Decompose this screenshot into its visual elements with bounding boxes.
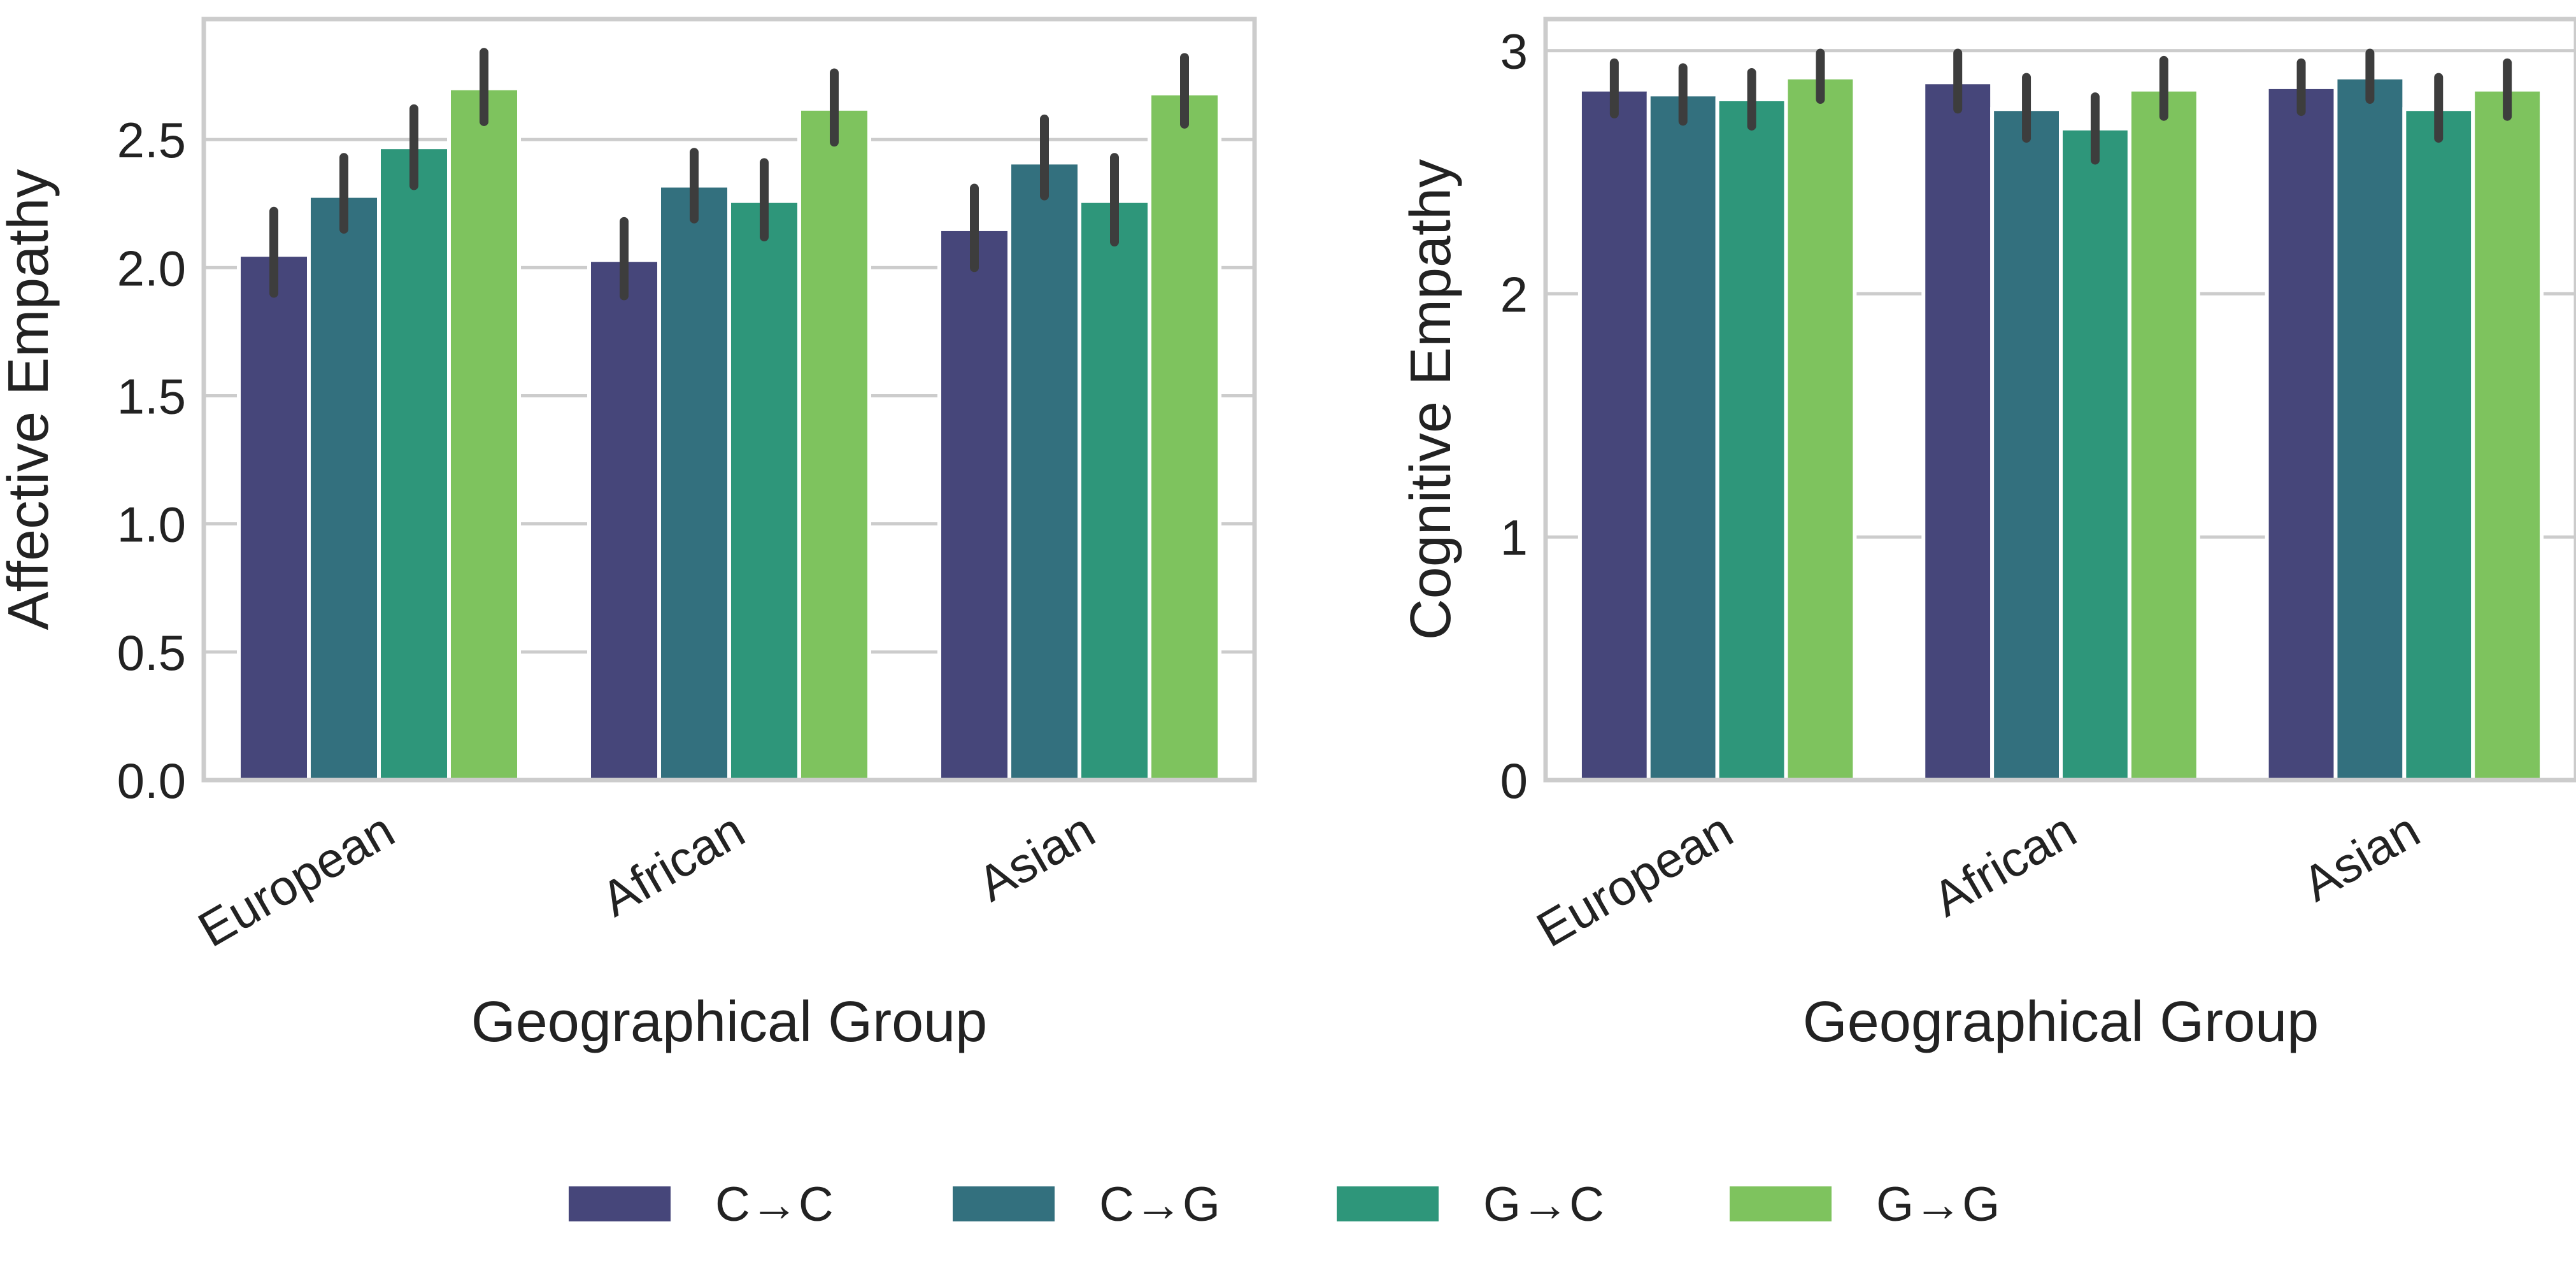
x-tick-label: Asian (969, 802, 1104, 913)
x-tick-label: African (1923, 802, 2085, 928)
bar-affective-asian-2 (1078, 199, 1151, 782)
legend-item: C→G (953, 1177, 1220, 1232)
legend-item: G→C (1337, 1177, 1604, 1232)
legend: C→C C→G G→C G→G (569, 1177, 2000, 1232)
bar-cognitive-asian-1 (2333, 75, 2407, 782)
plot-frame (201, 17, 1257, 783)
bar-cognitive-european-3 (1784, 75, 1857, 782)
bar-affective-asian-3 (1148, 91, 1221, 783)
y-tick-label: 2 (1500, 266, 1528, 322)
y-tick-label: 1.5 (117, 368, 186, 424)
bar-cognitive-asian-3 (2471, 87, 2544, 782)
bar-affective-european-2 (377, 145, 451, 782)
y-axis-label: Affective Empathy (0, 169, 60, 630)
x-tick-label: African (592, 802, 753, 928)
bar-affective-african-3 (797, 106, 871, 782)
legend-swatch (953, 1186, 1055, 1221)
bar-cognitive-european-1 (1646, 92, 1719, 783)
y-tick-label: 0.0 (117, 753, 186, 809)
affective-empathy-chart: 0.0 0.5 1.0 1.5 2.0 2.5 European African Asian Ge… (0, 17, 1257, 1054)
bar-affective-european-0 (237, 253, 311, 782)
legend-swatch (569, 1186, 671, 1221)
bar-cognitive-african-1 (1990, 107, 2063, 783)
y-tick-label: 0 (1500, 753, 1528, 809)
x-tick-label: Asian (2293, 802, 2429, 913)
legend-item: C→C (569, 1177, 834, 1232)
bar-affective-asian-1 (1007, 160, 1081, 782)
bar-affective-european-1 (307, 194, 381, 782)
bar-cognitive-african-2 (2059, 126, 2131, 782)
cognitive-empathy-chart: 0 1 2 3 European African Asian Geographical Gro… (1399, 17, 2576, 1054)
y-tick-label: 0.5 (117, 625, 186, 681)
bar-cognitive-european-2 (1715, 97, 1788, 783)
bar-cognitive-asian-2 (2402, 107, 2475, 783)
x-axis-label: Geographical Group (471, 990, 987, 1054)
y-tick-label: 2.0 (117, 240, 186, 296)
legend-item: G→G (1730, 1177, 2000, 1232)
plot-frame (1543, 17, 2576, 783)
bar-affective-asian-0 (937, 227, 1011, 782)
y-tick-label: 2.5 (117, 112, 186, 168)
bar-cognitive-african-0 (1921, 80, 1995, 783)
x-axis-label: Geographical Group (1803, 990, 2319, 1054)
y-tick-label: 3 (1500, 24, 1528, 80)
legend-swatch (1337, 1186, 1439, 1221)
y-tick-label: 1.0 (117, 497, 186, 553)
legend-label: G→G (1876, 1177, 2000, 1232)
bar-cognitive-european-0 (1577, 87, 1651, 782)
bar-affective-european-3 (447, 86, 521, 783)
legend-label: C→C (715, 1177, 834, 1232)
bar-affective-african-1 (657, 183, 731, 782)
bar-cognitive-african-3 (2127, 87, 2200, 782)
y-tick-label: 1 (1500, 509, 1528, 565)
legend-label: C→G (1099, 1177, 1220, 1232)
bar-affective-african-0 (587, 258, 661, 782)
x-tick-label: European (189, 802, 404, 958)
bar-affective-african-2 (727, 199, 801, 782)
bar-cognitive-asian-0 (2265, 85, 2338, 782)
x-tick-label: European (1527, 802, 1742, 958)
legend-label: G→C (1483, 1177, 1604, 1232)
legend-swatch (1730, 1186, 1832, 1221)
y-axis-label: Cognitive Empathy (1399, 159, 1463, 640)
